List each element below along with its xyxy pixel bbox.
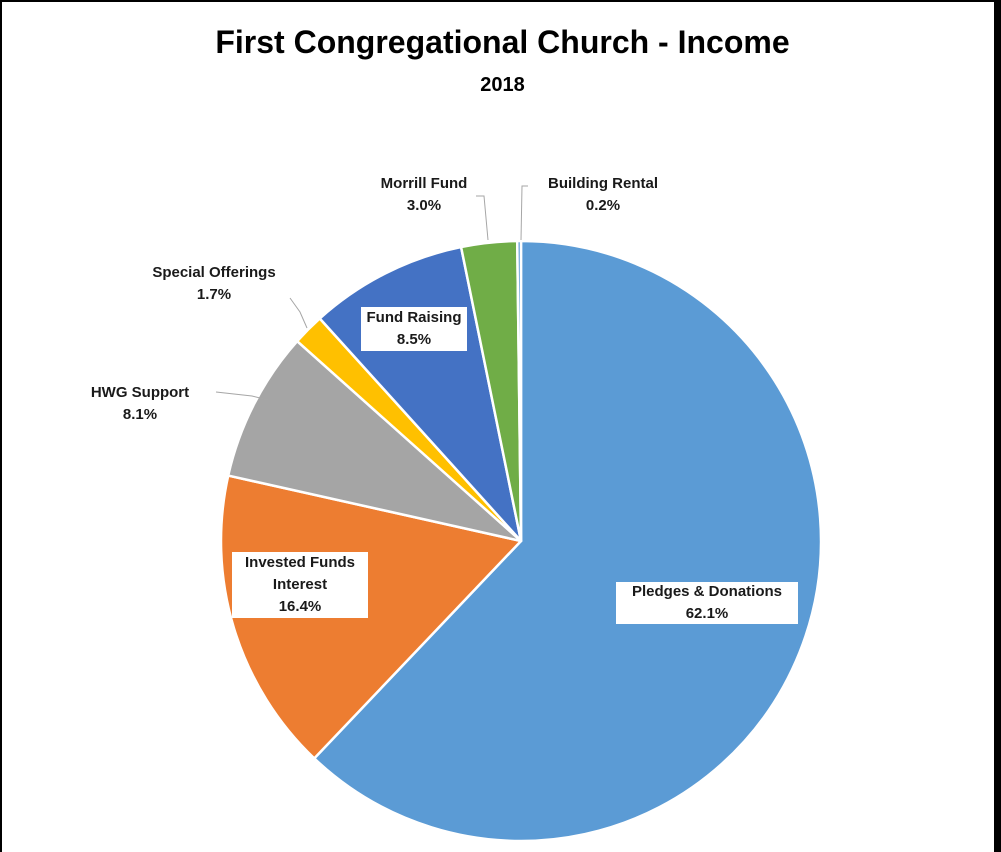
data-label-hwg-support: HWG Support 8.1% — [91, 384, 189, 423]
pie-slice-invested-funds-interest — [219, 474, 523, 760]
data-label-box — [232, 552, 368, 618]
data-label-name: Invested Funds — [245, 554, 355, 571]
data-label-percent: 8.1% — [123, 406, 157, 423]
data-label-invested-funds-interest: Invested Funds Interest 16.4% — [232, 552, 368, 618]
data-label-name: Morrill Fund — [381, 175, 468, 192]
data-label-special-offerings: Special Offerings 1.7% — [152, 264, 275, 303]
chart-subtitle: 2018 — [480, 74, 525, 96]
leader-line-morrill-fund — [476, 195, 489, 241]
data-label-percent: 3.0% — [407, 197, 441, 214]
leader-lines — [215, 185, 528, 401]
data-label-box — [616, 582, 798, 624]
data-label-name: Building Rental — [548, 175, 658, 192]
data-label-morrill-fund: Morrill Fund 3.0% — [381, 175, 468, 214]
data-label-percent: 1.7% — [197, 286, 231, 303]
data-label-name: HWG Support — [91, 384, 189, 401]
data-label-name: Pledges & Donations — [632, 583, 782, 600]
data-label-percent: 62.1% — [686, 605, 729, 622]
chart-title: First Congregational Church - Income — [215, 24, 790, 60]
pie-slices — [219, 239, 823, 843]
leader-line-special-offerings — [289, 297, 308, 329]
pie-slice-pledges-donations — [313, 239, 823, 843]
data-label-building-rental: Building Rental 0.2% — [548, 175, 658, 214]
data-label-name: Special Offerings — [152, 264, 275, 281]
data-label-box — [361, 307, 467, 351]
data-label-name: Interest — [273, 576, 327, 593]
data-label-pledges-donations: Pledges & Donations 62.1% — [616, 582, 798, 624]
data-label-name: Fund Raising — [367, 309, 462, 326]
data-label-percent: 8.5% — [397, 331, 431, 348]
pie-slice-building-rental — [515, 239, 523, 543]
data-label-fund-raising: Fund Raising 8.5% — [361, 307, 467, 351]
leader-line-building-rental — [520, 185, 528, 241]
leader-line-hwg-support — [215, 391, 269, 401]
pie-slice-hwg-support — [226, 339, 523, 543]
data-label-percent: 0.2% — [586, 197, 620, 214]
data-label-percent: 16.4% — [279, 598, 322, 615]
